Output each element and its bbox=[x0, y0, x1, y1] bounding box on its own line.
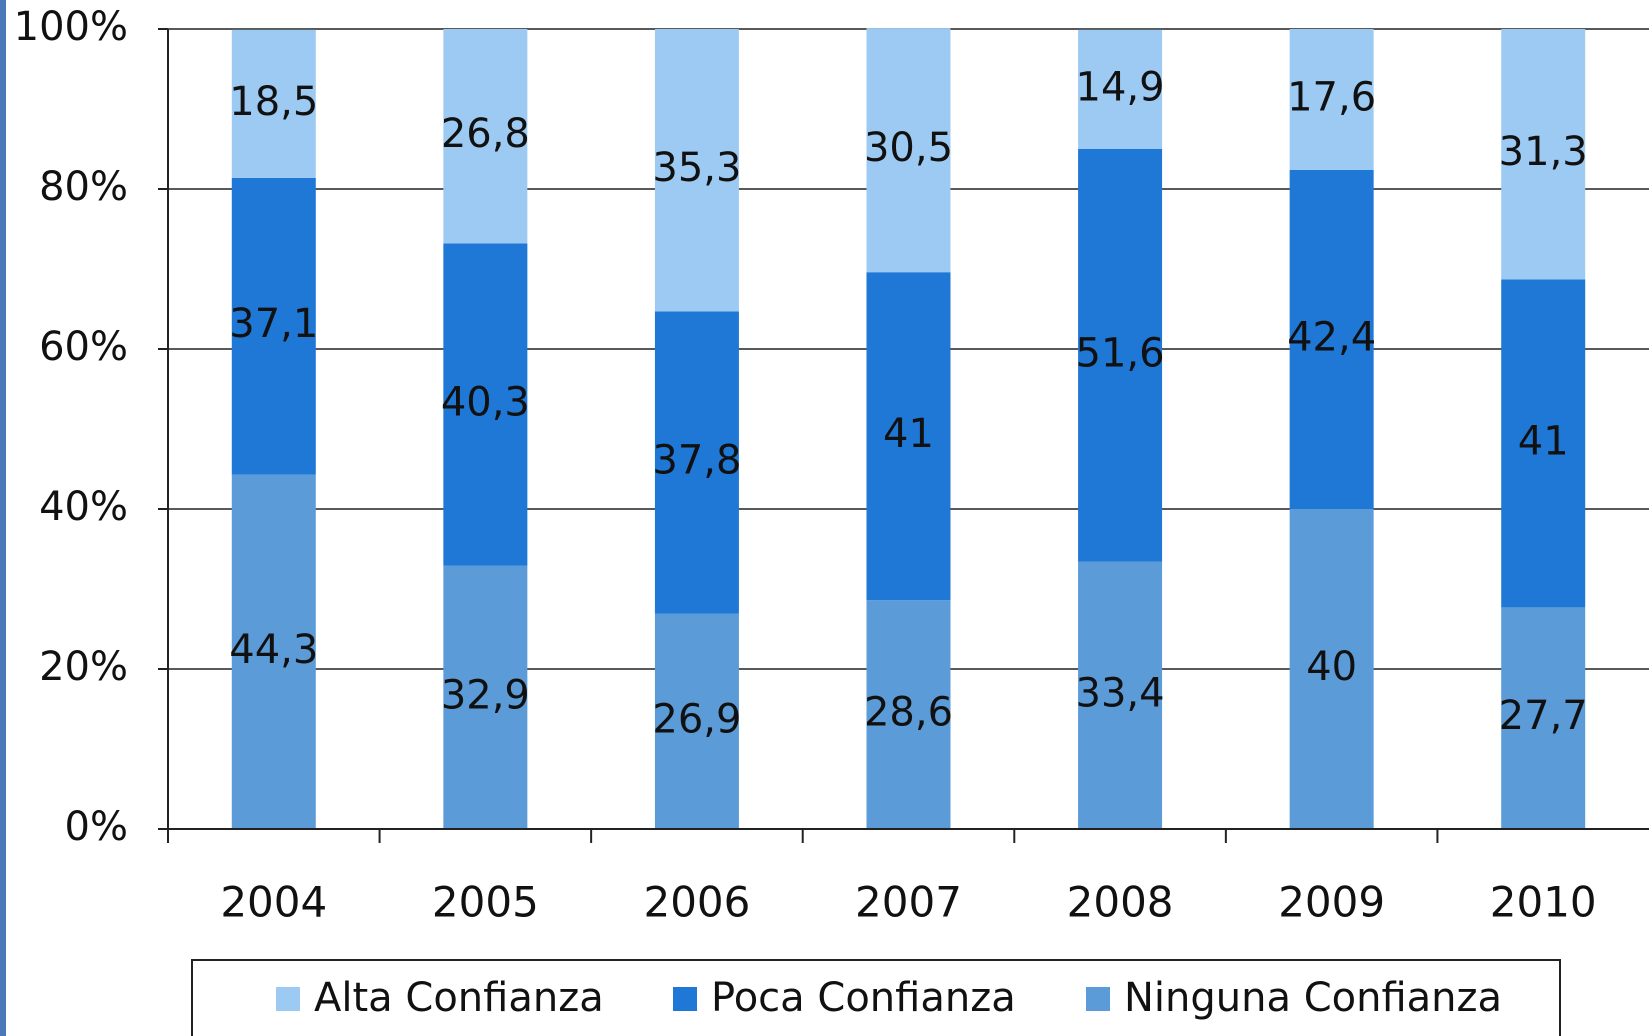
data-label: 18,5 bbox=[229, 79, 318, 125]
data-label: 26,8 bbox=[441, 111, 530, 157]
x-tick-label: 2006 bbox=[643, 878, 750, 927]
data-label: 41 bbox=[883, 411, 934, 457]
bar-segment bbox=[443, 29, 528, 244]
legend-swatch bbox=[1086, 987, 1110, 1011]
data-label: 26,9 bbox=[652, 696, 741, 742]
bar-segment bbox=[654, 311, 739, 614]
data-label: 41 bbox=[1518, 418, 1569, 464]
data-label: 28,6 bbox=[864, 690, 953, 736]
data-label: 37,8 bbox=[652, 438, 741, 484]
y-tick-label: 20% bbox=[39, 644, 128, 690]
data-label: 17,6 bbox=[1287, 74, 1376, 120]
bar-segment bbox=[654, 29, 739, 312]
x-tick-label: 2008 bbox=[1067, 878, 1174, 927]
legend bbox=[191, 959, 1561, 1036]
bar-segment bbox=[654, 613, 739, 829]
bar-segment bbox=[866, 272, 951, 601]
legend-label: Poca Confianza bbox=[711, 975, 1016, 1021]
bar-segment bbox=[1289, 29, 1374, 170]
legend-box bbox=[191, 959, 1561, 1036]
data-label: 40,3 bbox=[441, 380, 530, 426]
data-label: 14,9 bbox=[1076, 64, 1165, 110]
legend-label: Ninguna Confianza bbox=[1124, 975, 1502, 1021]
data-label: 32,9 bbox=[441, 672, 530, 718]
bar-segment bbox=[1078, 29, 1163, 149]
data-label: 40 bbox=[1306, 644, 1357, 690]
x-tick-label: 2009 bbox=[1278, 878, 1385, 927]
legend-swatch bbox=[673, 987, 697, 1011]
bar-segment bbox=[866, 28, 951, 273]
y-tick-label: 0% bbox=[65, 804, 128, 850]
data-label: 33,4 bbox=[1076, 670, 1165, 716]
bar-segment bbox=[231, 29, 316, 178]
bar-segment bbox=[443, 243, 528, 566]
y-tick-label: 60% bbox=[39, 324, 128, 370]
bar-segment bbox=[1501, 279, 1586, 608]
x-tick-label: 2005 bbox=[432, 878, 539, 927]
data-label: 35,3 bbox=[652, 145, 741, 191]
x-tick-label: 2004 bbox=[220, 878, 327, 927]
y-tick-label: 80% bbox=[39, 164, 128, 210]
data-label: 51,6 bbox=[1076, 330, 1165, 376]
bar-segment bbox=[1078, 561, 1163, 829]
y-tick-label: 40% bbox=[39, 484, 128, 530]
data-label: 42,4 bbox=[1287, 314, 1376, 360]
bar-segment bbox=[1078, 149, 1163, 562]
slide-edge bbox=[0, 0, 6, 1036]
legend-swatch bbox=[276, 987, 300, 1011]
data-label: 27,7 bbox=[1499, 693, 1588, 739]
bar-segment bbox=[866, 600, 951, 829]
bar-segment bbox=[1289, 169, 1374, 510]
x-tick-label: 2010 bbox=[1490, 878, 1597, 927]
y-tick-label: 100% bbox=[14, 4, 128, 50]
data-label: 44,3 bbox=[229, 627, 318, 673]
bar-segment bbox=[443, 565, 528, 829]
bar-segment bbox=[1501, 607, 1586, 829]
data-label: 30,5 bbox=[864, 125, 953, 171]
x-tick-label: 2007 bbox=[855, 878, 962, 927]
bar-segment bbox=[231, 177, 316, 475]
bar-segment bbox=[231, 474, 316, 829]
data-label: 31,3 bbox=[1499, 129, 1588, 175]
legend-label: Alta Confianza bbox=[314, 975, 604, 1021]
data-label: 37,1 bbox=[229, 301, 318, 347]
bar-segment bbox=[1289, 509, 1374, 829]
bar-segment bbox=[1501, 29, 1586, 280]
